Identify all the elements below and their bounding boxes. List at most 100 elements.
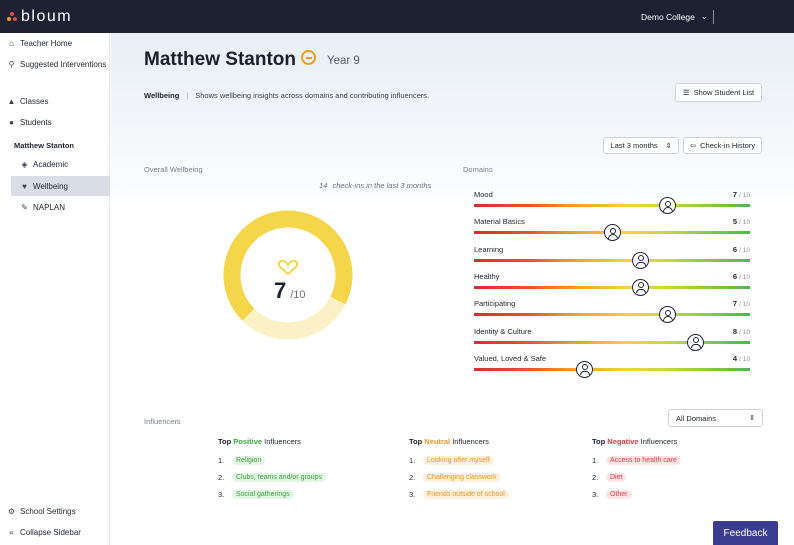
- influencer-tag: Other: [606, 490, 632, 499]
- sidebar-item-academic[interactable]: ◈ Academic: [11, 154, 110, 174]
- overall-wellbeing-gauge: [223, 210, 353, 340]
- overall-score: 7 /10: [274, 278, 306, 304]
- classes-icon: ▲: [7, 97, 16, 106]
- sidebar-item-teacher-home[interactable]: ⌂ Teacher Home: [6, 39, 72, 48]
- heading-kind: Negative: [607, 437, 639, 446]
- sidebar-item-label: NAPLAN: [33, 202, 66, 212]
- domain-name: Identity & Culture: [474, 326, 532, 336]
- domain-scale-bar: [474, 313, 750, 317]
- breadcrumb: Wellbeing | Shows wellbeing insights acr…: [144, 91, 429, 100]
- domain-score: 8 / 10: [733, 327, 750, 336]
- influencer-tag: Religion: [232, 456, 266, 465]
- sidebar-item-label: Suggested Interventions: [20, 60, 107, 69]
- domain-score-max: / 10: [739, 328, 750, 336]
- domain-score-value: 4: [732, 353, 738, 363]
- sidebar-item-classes[interactable]: ▲ Classes: [6, 97, 49, 106]
- sidebar-item-students[interactable]: ● Students: [6, 118, 52, 127]
- domain-scale-bar: [474, 285, 750, 289]
- list-item-number: 2.: [409, 473, 416, 482]
- section-name: Wellbeing: [144, 91, 180, 100]
- domain-name: Mood: [474, 190, 493, 199]
- negative-influencers-heading: Top Negative Influencers: [592, 437, 681, 446]
- show-student-list-button[interactable]: ☰ Show Student List: [675, 83, 762, 102]
- checkins-text: check-ins in the last 3 months: [332, 181, 432, 190]
- influencer-tag: Access to health care: [606, 456, 681, 465]
- domain-row: Valued, Loved & Safe 4 / 10: [474, 354, 750, 381]
- sidebar-item-naplan[interactable]: ✎ NAPLAN: [11, 197, 110, 217]
- user-marker-icon: [687, 333, 704, 351]
- college-selector[interactable]: Demo College ⌄: [641, 0, 708, 33]
- influencer-tag: Diet: [606, 473, 627, 482]
- period-select[interactable]: Last 3 months ⇕: [603, 137, 679, 154]
- sidebar-student-name: Matthew Stanton: [14, 141, 74, 150]
- influencer-tag: Friends outside of school: [423, 490, 509, 499]
- list-item-number: 2.: [592, 473, 599, 482]
- domain-score-value: 7: [732, 299, 738, 309]
- list-item: 2. Challenging classwork: [409, 472, 509, 483]
- sidebar-item-label: Wellbeing: [33, 181, 68, 191]
- sidebar-item-wellbeing[interactable]: ♥ Wellbeing: [11, 176, 110, 196]
- overall-wellbeing-label: Overall Wellbeing: [144, 165, 203, 174]
- button-label: Show Student List: [693, 88, 755, 97]
- heading-top: Top: [409, 437, 423, 446]
- domain-score-max: / 10: [739, 301, 750, 309]
- list-item: 1. Looking after myself: [409, 455, 509, 466]
- domain-row: Identity & Culture 8 / 10: [474, 327, 750, 354]
- breadcrumb-separator: |: [186, 91, 189, 100]
- domain-filter-select[interactable]: All Domains ⇕: [668, 409, 763, 427]
- heading-top: Top: [218, 437, 232, 446]
- college-name: Demo College: [641, 11, 695, 22]
- overall-score-value: 7: [274, 278, 287, 303]
- domain-score-value: 5: [732, 217, 738, 227]
- domain-name: Material Basics: [474, 217, 525, 227]
- feedback-button[interactable]: Feedback: [713, 521, 778, 545]
- list-icon: ☰: [682, 88, 690, 97]
- list-item: 2. Clubs, teams and/or groups: [218, 472, 326, 483]
- list-item: 1. Access to health care: [592, 455, 681, 466]
- list-item-number: 3.: [218, 490, 225, 499]
- brand-logo[interactable]: bloum: [6, 8, 72, 26]
- pencil-icon: ✎: [21, 202, 28, 212]
- domain-score: 7 / 10: [733, 299, 750, 308]
- domain-score-value: 8: [732, 326, 738, 336]
- checkin-history-button[interactable]: ⇦ Check-in History: [683, 137, 762, 154]
- graduation-cap-icon: ◈: [21, 159, 28, 169]
- list-item-number: 1.: [409, 456, 416, 465]
- select-arrows-icon: ⇕: [665, 142, 672, 150]
- sidebar-item-school-settings[interactable]: ⚙ School Settings: [6, 507, 76, 516]
- student-year: Year 9: [327, 55, 360, 67]
- heading-kind: Positive: [233, 437, 263, 446]
- user-marker-icon: [604, 224, 621, 242]
- domain-score: 6 / 10: [733, 245, 750, 254]
- domain-name: Learning: [474, 244, 504, 254]
- list-item: 3. Other: [592, 489, 681, 500]
- sidebar-item-suggested-interventions[interactable]: ⚲ Suggested Interventions: [6, 60, 107, 69]
- sidebar-item-label: Collapse Sidebar: [20, 528, 81, 537]
- select-value: All Domains: [676, 413, 717, 423]
- user-marker-icon: [576, 360, 593, 378]
- domain-score-max: / 10: [739, 246, 750, 254]
- page-title: Matthew Stanton: [144, 49, 296, 70]
- main-content: Matthew Stanton Year 9 Wellbeing | Shows…: [111, 33, 794, 545]
- collapse-sidebar-button[interactable]: « Collapse Sidebar: [6, 528, 81, 537]
- lightbulb-icon: ⚲: [8, 60, 15, 69]
- neutral-influencers-heading: Top Neutral Influencers: [409, 437, 509, 446]
- domain-score-value: 6: [732, 244, 738, 254]
- heading-suffix: Influencers: [640, 437, 678, 446]
- heading-suffix: Influencers: [452, 437, 489, 446]
- list-item: 3. Social gatherings: [218, 489, 326, 500]
- list-item-number: 3.: [409, 490, 416, 499]
- sidebar: ⌂ Teacher Home ⚲ Suggested Interventions…: [0, 33, 110, 545]
- history-icon: ⇦: [689, 141, 697, 150]
- neutral-face-icon: [301, 50, 316, 65]
- overall-score-max: /10: [290, 289, 306, 301]
- user-marker-icon: [659, 197, 676, 214]
- neutral-influencers: Top Neutral Influencers 1. Looking after …: [409, 437, 509, 506]
- domain-row: Participating 7 / 10: [474, 299, 750, 326]
- positive-influencers-heading: Top Positive Influencers: [218, 437, 326, 446]
- positive-influencers: Top Positive Influencers 1. Religion 2. Clu…: [218, 437, 326, 506]
- domain-score: 6 / 10: [733, 272, 750, 281]
- domain-row: Mood 7 / 10: [474, 190, 750, 217]
- negative-influencers: Top Negative Influencers 1. Access to hea…: [592, 437, 681, 506]
- gear-icon: ⚙: [7, 507, 16, 516]
